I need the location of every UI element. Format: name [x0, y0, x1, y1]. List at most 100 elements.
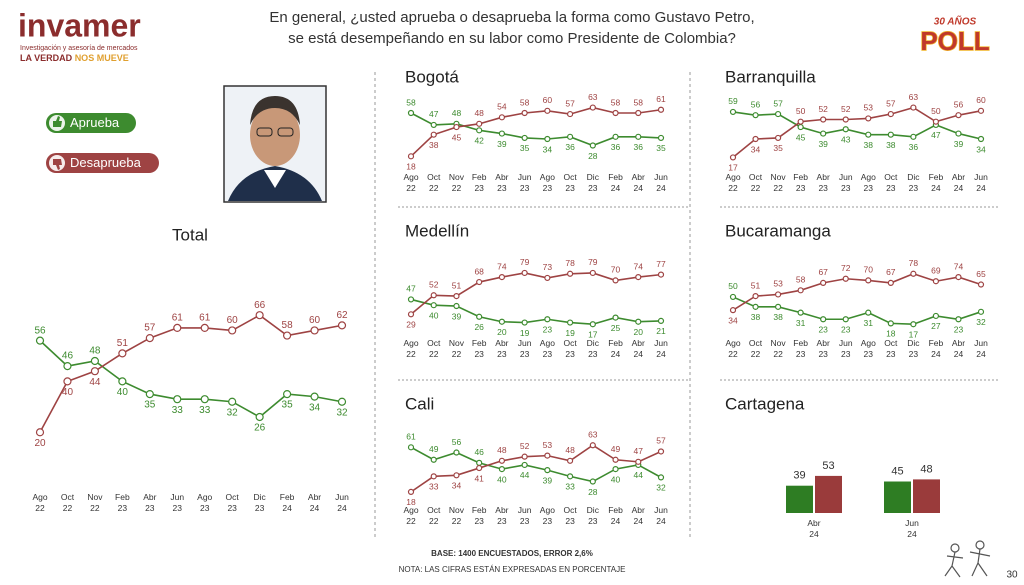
point [977, 281, 985, 288]
point [729, 108, 737, 116]
x-tick-label: Feb 24 [608, 338, 623, 359]
x-tick-label: Jun 23 [517, 505, 532, 526]
legend-aprueba: Aprueba [46, 113, 136, 133]
value-label: 38 [886, 140, 896, 150]
point [521, 319, 528, 326]
point [797, 123, 804, 131]
x-tick-label: Abr 24 [307, 492, 322, 513]
x-tick-label: Nov 22 [770, 338, 786, 359]
x-tick-label: Abr 24 [951, 172, 966, 193]
value-label: 39 [818, 139, 828, 149]
point [566, 457, 574, 464]
value-label: 34 [309, 402, 321, 413]
value-label: 45 [452, 132, 462, 142]
value-label: 48 [474, 108, 484, 118]
value-label: 51 [117, 338, 129, 349]
value-label: 57 [144, 323, 156, 334]
x-tick-label: Feb 23 [471, 172, 487, 193]
x-tick-label: Jun 23 [517, 338, 532, 359]
logo-slogan: LA VERDAD NOS MUEVE [20, 53, 129, 63]
series-line [410, 106, 662, 157]
point [752, 303, 759, 310]
value-label: 58 [406, 97, 416, 107]
chart-title: Total [172, 225, 208, 244]
point [453, 472, 460, 479]
value-label: 52 [520, 441, 530, 451]
value-label: 51 [751, 280, 761, 290]
point [566, 270, 574, 277]
value-label: 23 [818, 325, 828, 335]
point [842, 275, 849, 282]
point [521, 134, 528, 142]
value-label: 17 [728, 163, 738, 173]
point [955, 112, 962, 119]
logo-tagline: Investigación y asesoría de mercados [20, 45, 138, 52]
x-tick-label: Feb 24 [279, 492, 295, 513]
value-label: 48 [920, 463, 932, 475]
point [310, 392, 319, 401]
value-label: 47 [931, 130, 941, 140]
point [842, 316, 849, 323]
point [589, 321, 596, 328]
x-tick-label: Oct 23 [563, 172, 577, 193]
x-tick-label: Ago 23 [860, 172, 876, 193]
x-tick-label: Abr 23 [143, 492, 157, 513]
point [589, 142, 596, 149]
x-tick-label: Abr 23 [816, 338, 830, 359]
value-label: 52 [818, 104, 828, 114]
point [544, 316, 551, 323]
point [521, 453, 528, 460]
value-label: 27 [931, 321, 941, 331]
x-tick-label: Abr 24 [631, 338, 645, 359]
point [407, 488, 415, 495]
x-tick-label: Abr 24 [807, 518, 821, 539]
value-label: 39 [497, 139, 507, 149]
value-label: 47 [634, 446, 644, 456]
series-line [732, 296, 982, 326]
value-label: 38 [751, 312, 761, 322]
point [498, 114, 506, 121]
point [589, 104, 596, 111]
value-label: 34 [976, 144, 986, 154]
value-label: 35 [282, 400, 294, 411]
point [797, 309, 804, 316]
point [842, 116, 849, 123]
value-label: 35 [656, 143, 666, 153]
point [90, 356, 100, 366]
point [887, 279, 894, 286]
value-label: 39 [452, 311, 462, 321]
value-label: 58 [611, 97, 621, 107]
point [476, 120, 483, 127]
point [118, 377, 127, 386]
value-label: 56 [751, 99, 761, 109]
point [820, 116, 827, 123]
value-label: 19 [565, 328, 575, 338]
value-label: 38 [773, 312, 783, 322]
bar [815, 475, 842, 513]
value-label: 52 [429, 280, 439, 290]
value-label: 62 [336, 310, 348, 321]
x-tick-label: Oct 22 [748, 172, 763, 193]
x-tick-label: Abr 23 [495, 172, 509, 193]
x-tick-label: Jun 24 [654, 505, 668, 526]
chart-title: Cartagena [725, 394, 805, 413]
dancers-icon [944, 540, 991, 578]
point [774, 134, 782, 142]
value-label: 23 [954, 325, 964, 335]
x-tick-label: Abr 23 [816, 172, 830, 193]
x-tick-label: Feb 23 [793, 172, 808, 193]
logo-name: invamer [18, 7, 141, 43]
value-label: 26 [254, 423, 266, 434]
x-tick-label: Ago 22 [403, 338, 419, 359]
point [932, 118, 940, 125]
point [910, 104, 917, 111]
point [887, 131, 894, 138]
point [544, 274, 551, 282]
x-tick-label: Oct 23 [563, 338, 577, 359]
point [453, 302, 460, 310]
value-label: 63 [588, 430, 598, 440]
point [612, 314, 619, 321]
value-label: 40 [117, 387, 129, 398]
value-label: 36 [565, 142, 575, 152]
